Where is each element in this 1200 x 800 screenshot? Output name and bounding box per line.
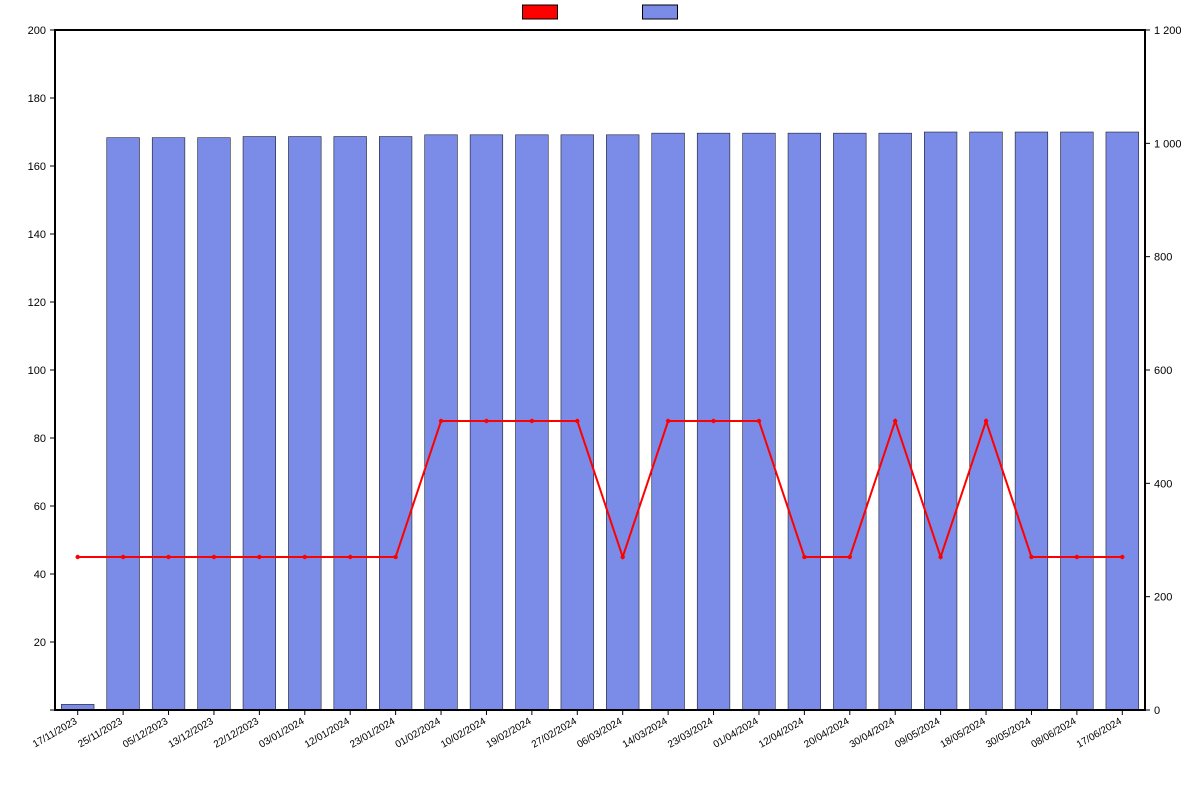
line-marker bbox=[76, 555, 80, 559]
x-tick-label: 19/02/2024 bbox=[485, 716, 534, 751]
y-right-tick-label: 800 bbox=[1154, 252, 1172, 264]
line-marker bbox=[530, 419, 534, 423]
x-tick-label: 09/05/2024 bbox=[893, 716, 942, 751]
x-tick-label: 03/01/2024 bbox=[257, 716, 306, 751]
line-marker bbox=[439, 419, 443, 423]
y-left-tick-label: 140 bbox=[28, 229, 46, 241]
line-marker bbox=[711, 419, 715, 423]
line-marker bbox=[893, 419, 897, 423]
line-marker bbox=[848, 555, 852, 559]
bar bbox=[152, 138, 185, 710]
y-left-tick-label: 60 bbox=[34, 501, 46, 513]
x-tick-label: 01/02/2024 bbox=[394, 716, 443, 751]
y-right-tick-label: 1 000 bbox=[1154, 138, 1182, 150]
x-tick-label: 30/05/2024 bbox=[984, 716, 1033, 751]
line-marker bbox=[666, 419, 670, 423]
bar bbox=[379, 137, 412, 710]
bar bbox=[1106, 132, 1139, 710]
line-marker bbox=[984, 419, 988, 423]
x-tick-label: 10/02/2024 bbox=[439, 716, 488, 751]
y-right-tick-label: 200 bbox=[1154, 592, 1172, 604]
x-tick-label: 18/05/2024 bbox=[939, 716, 988, 751]
line-marker bbox=[393, 555, 397, 559]
x-tick-label: 23/01/2024 bbox=[348, 716, 397, 751]
line-marker bbox=[621, 555, 625, 559]
y-left-tick-label: 40 bbox=[34, 569, 46, 581]
line-marker bbox=[1120, 555, 1124, 559]
y-left-tick-label: 120 bbox=[28, 297, 46, 309]
x-tick-label: 14/03/2024 bbox=[621, 716, 670, 751]
x-tick-label: 12/04/2024 bbox=[757, 716, 806, 751]
bar bbox=[1061, 132, 1094, 710]
x-tick-label: 12/01/2024 bbox=[303, 716, 352, 751]
line-marker bbox=[757, 419, 761, 423]
line-marker bbox=[938, 555, 942, 559]
x-tick-label: 17/11/2023 bbox=[31, 716, 80, 750]
x-tick-label: 27/02/2024 bbox=[530, 716, 579, 751]
y-right-tick-label: 1 200 bbox=[1154, 25, 1182, 37]
bar bbox=[1015, 132, 1048, 710]
x-tick-label: 25/11/2023 bbox=[76, 716, 125, 750]
y-right-tick-label: 600 bbox=[1154, 365, 1172, 377]
y-left-tick-label: 180 bbox=[28, 93, 46, 105]
line-marker bbox=[257, 555, 261, 559]
bar bbox=[833, 133, 866, 710]
y-left-tick-label: 160 bbox=[28, 161, 46, 173]
line-marker bbox=[348, 555, 352, 559]
line-marker bbox=[121, 555, 125, 559]
chart-container: 20 40 60 80 100 120 140 160 180 200 0 200 400 600 800 1… bbox=[0, 0, 1200, 800]
bar bbox=[288, 137, 321, 710]
combo-chart: 20 40 60 80 100 120 140 160 180 200 0 200 400 600 800 1… bbox=[0, 0, 1200, 800]
y-left-tick-label: 100 bbox=[28, 365, 46, 377]
y-left-tick-label: 20 bbox=[34, 637, 46, 649]
line-marker bbox=[1029, 555, 1033, 559]
y-left-tick-label: 200 bbox=[28, 25, 46, 37]
x-tick-label: 20/04/2024 bbox=[802, 716, 851, 751]
y-right-tick-label: 400 bbox=[1154, 478, 1172, 490]
bar bbox=[788, 133, 821, 710]
bar bbox=[198, 138, 231, 710]
legend-swatch-bar bbox=[643, 5, 678, 19]
line-marker bbox=[484, 419, 488, 423]
bar bbox=[606, 135, 639, 710]
x-tick-label: 23/03/2024 bbox=[666, 716, 715, 751]
line-marker bbox=[303, 555, 307, 559]
bar bbox=[924, 132, 957, 710]
legend-swatch-line bbox=[523, 5, 558, 19]
x-tick-label: 06/03/2024 bbox=[575, 716, 624, 751]
bar bbox=[107, 138, 140, 710]
x-tick-label: 08/06/2024 bbox=[1030, 716, 1079, 751]
line-marker bbox=[802, 555, 806, 559]
x-tick-label: 05/12/2023 bbox=[121, 716, 170, 751]
bar bbox=[243, 137, 276, 710]
bar bbox=[334, 137, 367, 710]
x-tick-label: 13/12/2023 bbox=[167, 716, 216, 751]
y-right-tick-label: 0 bbox=[1154, 705, 1160, 717]
x-tick-label: 30/04/2024 bbox=[848, 716, 897, 751]
line-marker bbox=[1075, 555, 1079, 559]
x-tick-label: 01/04/2024 bbox=[712, 716, 761, 751]
line-marker bbox=[212, 555, 216, 559]
y-left-tick-label: 80 bbox=[34, 433, 46, 445]
line-series bbox=[78, 421, 1123, 557]
x-tick-label: 17/06/2024 bbox=[1075, 716, 1124, 751]
line-marker bbox=[166, 555, 170, 559]
x-tick-label: 22/12/2023 bbox=[212, 716, 261, 751]
line-marker bbox=[575, 419, 579, 423]
